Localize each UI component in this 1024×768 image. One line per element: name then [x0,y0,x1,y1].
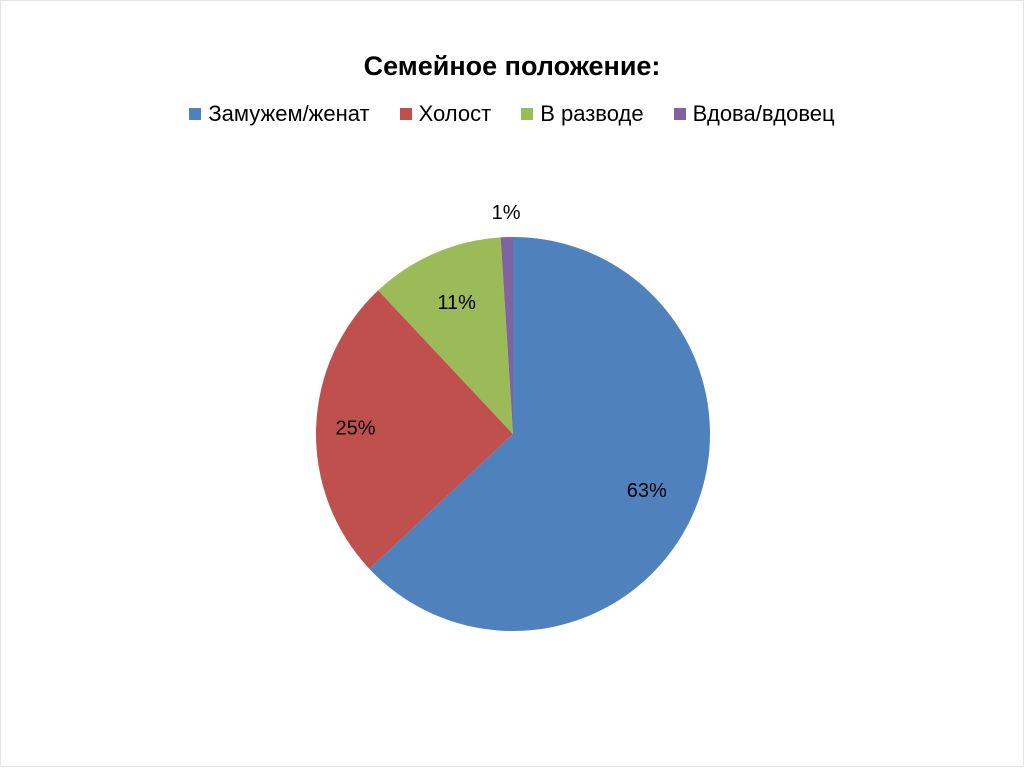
legend-swatch-widowed [673,108,686,120]
legend-item-widowed: Вдова/вдовец [673,101,835,127]
chart-legend: Замужем/женат Холост В разводе Вдова/вдо… [1,101,1023,127]
data-label-married: 63% [627,480,667,502]
pie-slice-single [316,290,513,569]
pie-slice-married [369,237,711,631]
legend-item-single: Холост [399,101,492,127]
legend-swatch-divorced [521,108,534,120]
legend-item-married: Замужем/женат [189,101,370,127]
pie-slice-widowed [500,237,513,434]
legend-item-divorced: В разводе [521,101,644,127]
legend-swatch-married [189,108,202,120]
legend-label-divorced: В разводе [540,101,644,126]
chart-title: Семейное положение: [363,51,661,81]
legend-swatch-single [399,108,412,120]
data-label-widowed: 1% [492,202,521,224]
legend-label-married: Замужем/женат [208,101,370,126]
legend-label-widowed: Вдова/вдовец [692,101,835,126]
data-label-single: 25% [335,417,375,439]
data-label-divorced: 11% [437,292,476,314]
pie-slice-divorced [378,237,513,434]
legend-label-single: Холост [418,101,492,126]
